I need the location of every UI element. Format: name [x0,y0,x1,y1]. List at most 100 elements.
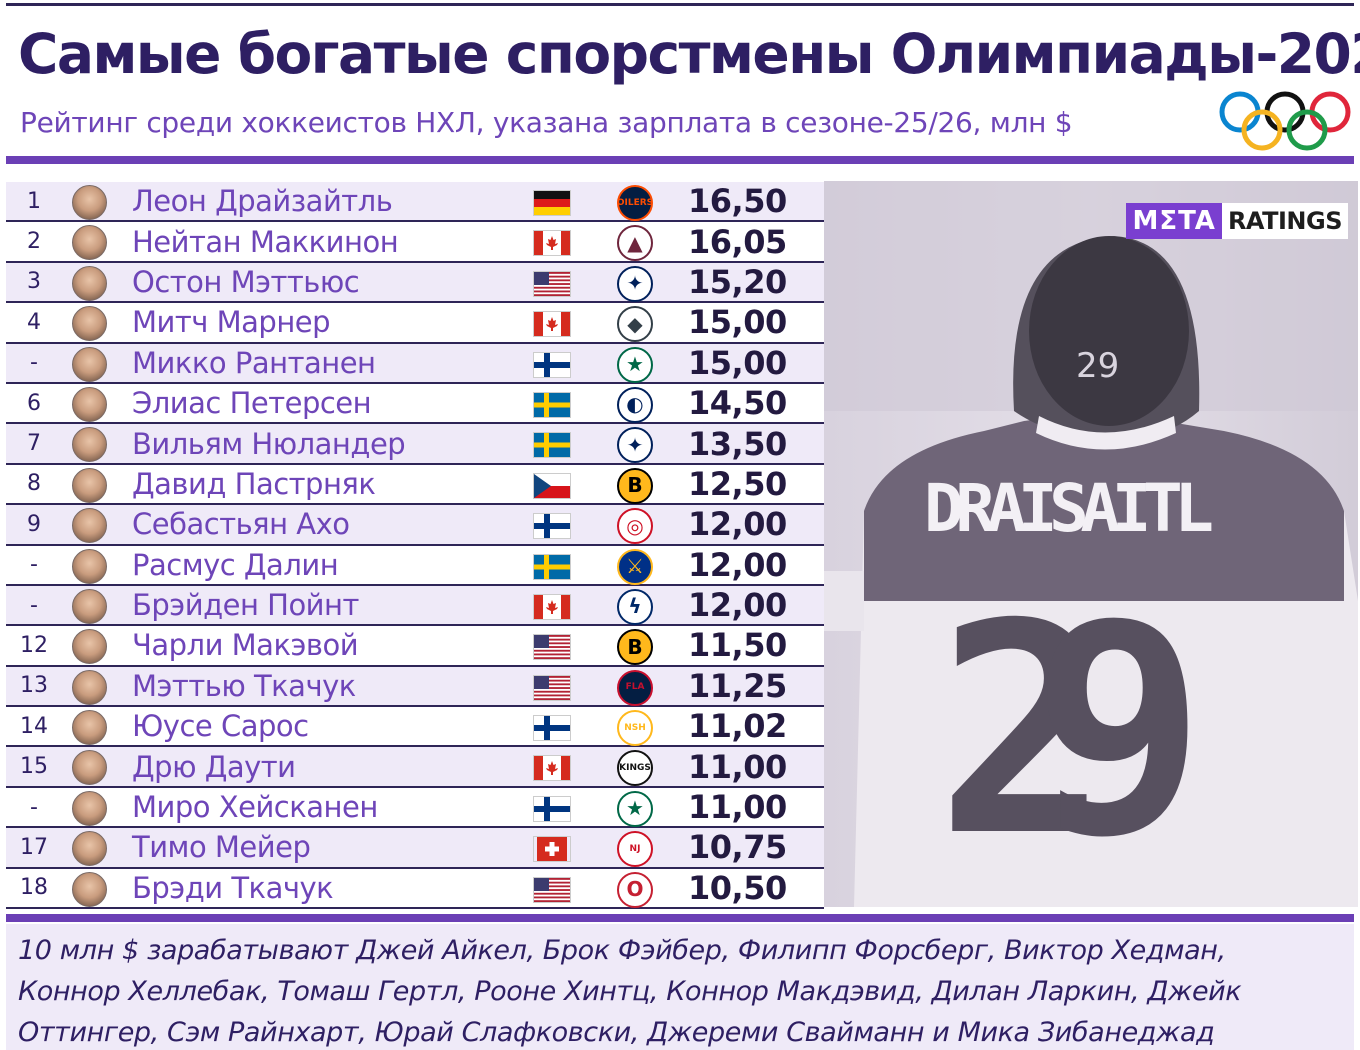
player-avatar [72,790,107,826]
table-row: 4 Митч Марнер ◆ 15,00 [6,303,824,344]
page-title: Самые богатые спорстмены Олимпиады-2026 [18,22,1360,86]
player-name: Юусе Сарос [132,709,309,744]
table-row: 15 Дрю Даути KINGS 11,00 [6,747,824,788]
table-row: 8 Давид Пастрняк B 12,50 [6,465,824,506]
salary-value: 10,50 [688,868,787,907]
player-name: Мэттью Ткачук [132,668,356,703]
flag-canada-icon [534,594,570,619]
footer-note: 10 млн $ зарабатывают Джей Айкел, Брок Ф… [6,924,1354,1050]
team-stars-icon: ★ [617,346,653,383]
player-name: Микко Рантанен [132,345,376,380]
salary-value: 13,50 [688,424,787,463]
salary-value: 15,00 [688,343,787,382]
rank-cell: 17 [20,834,48,860]
table-row: 9 Себастьян Ахо ◎ 12,00 [6,505,824,546]
flag-germany-icon [534,191,570,215]
team-predators-icon: NSH [617,710,653,747]
jersey-number: 29 [936,563,1206,900]
player-avatar [72,548,107,584]
olympic-rings-icon [1219,91,1351,151]
flag-czech-icon [534,473,570,498]
player-avatar [72,750,107,786]
table-row: 13 Мэттью Ткачук FLA 11,25 [6,666,824,708]
top-rule [6,3,1354,6]
rank-cell: 4 [27,309,41,335]
table-row: - Миро Хейсканен ★ 11,00 [6,788,824,829]
team-canucks-icon: ◐ [617,386,653,423]
rank-cell: 14 [20,713,48,739]
salary-value: 12,00 [688,545,787,584]
draisaitl-back-illustration: 29 DRAISAITL 29 [824,181,1358,907]
table-row: 12 Чарли Макэвой B 11,50 [6,626,824,667]
player-avatar [72,427,107,463]
rank-cell: 18 [20,875,48,901]
team-mapleleafs-icon: ✦ [617,427,653,464]
rank-cell: 12 [20,632,48,658]
rank-cell: 2 [27,229,41,255]
table-row: 18 Брэди Ткачук O 10,50 [6,868,824,910]
flag-finland-icon [534,716,570,741]
rank-cell: 15 [20,754,48,780]
player-avatar [72,629,107,665]
flag-switzerland-icon [534,837,570,862]
player-avatar [72,386,107,422]
player-name: Леон Драйзайтль [132,184,393,219]
team-devils-icon: NJ [617,831,653,868]
flag-finland-icon [534,352,570,377]
team-bruins-icon: B [617,629,653,666]
player-avatar [72,467,107,503]
player-name: Себастьян Ахо [132,507,350,542]
flag-finland-icon [534,514,570,539]
rank-cell: 8 [27,471,41,497]
rank-cell: 7 [27,431,41,457]
footer-line: Оттингер, Сэм Райнхарт, Юрай Слафковски,… [18,1017,1215,1048]
table-row: - Расмус Далин ⚔ 12,00 [6,546,824,586]
footer-line: Коннор Хеллебак, Томаш Гертл, Рооне Хинт… [18,976,1242,1007]
salary-value: 12,00 [688,586,787,625]
player-avatar [72,508,107,544]
player-name: Остон Мэттьюс [132,264,360,299]
header-rule [6,156,1354,164]
table-row: 14 Юусе Сарос NSH 11,02 [6,707,824,748]
player-avatar [72,265,107,301]
team-hurricanes-icon: ◎ [617,508,653,545]
player-name: Брэйден Пойнт [132,588,359,623]
salary-value: 15,20 [688,262,787,301]
rank-cell: - [30,592,38,618]
flag-usa-icon [534,635,570,660]
player-name: Тимо Мейер [132,830,311,865]
player-name: Расмус Далин [132,547,339,582]
rank-cell: 6 [27,390,41,416]
player-avatar [72,306,107,342]
player-photo: 29 DRAISAITL 29 MΣTA RATINGS [824,181,1358,907]
rank-cell: 9 [27,511,41,537]
table-row: 7 Вильям Нюландер ✦ 13,50 [6,424,824,465]
salary-value: 10,75 [688,828,787,867]
player-name: Вильям Нюландер [132,426,406,461]
salary-value: 16,05 [688,222,787,261]
salary-value: 11,00 [688,788,787,827]
rank-cell: - [30,552,38,578]
player-name: Дрю Даути [132,749,296,784]
team-kings-icon: KINGS [617,750,653,787]
team-bruins-icon: B [617,467,653,504]
rank-cell: - [30,350,38,376]
player-name: Миро Хейсканен [132,790,378,825]
salary-value: 11,50 [688,626,787,665]
player-avatar [72,831,107,867]
team-stars-icon: ★ [617,790,653,827]
footer-rule [6,914,1354,922]
salary-value: 11,02 [688,707,787,746]
flag-sweden-icon [534,433,570,458]
table-row: 6 Элиас Петерсен ◐ 14,50 [6,384,824,425]
helmet-number: 29 [1076,346,1119,386]
table-row: 2 Нейтан Маккинон ▲ 16,05 [6,222,824,263]
salary-value: 11,25 [688,666,787,705]
player-avatar [72,710,107,746]
flag-sweden-icon [534,392,570,417]
team-panthers-icon: FLA [617,669,653,706]
player-avatar [72,185,107,220]
player-name: Брэди Ткачук [132,870,334,905]
meta-logo-right: RATINGS [1221,203,1348,239]
team-avalanche-icon: ▲ [617,225,653,262]
